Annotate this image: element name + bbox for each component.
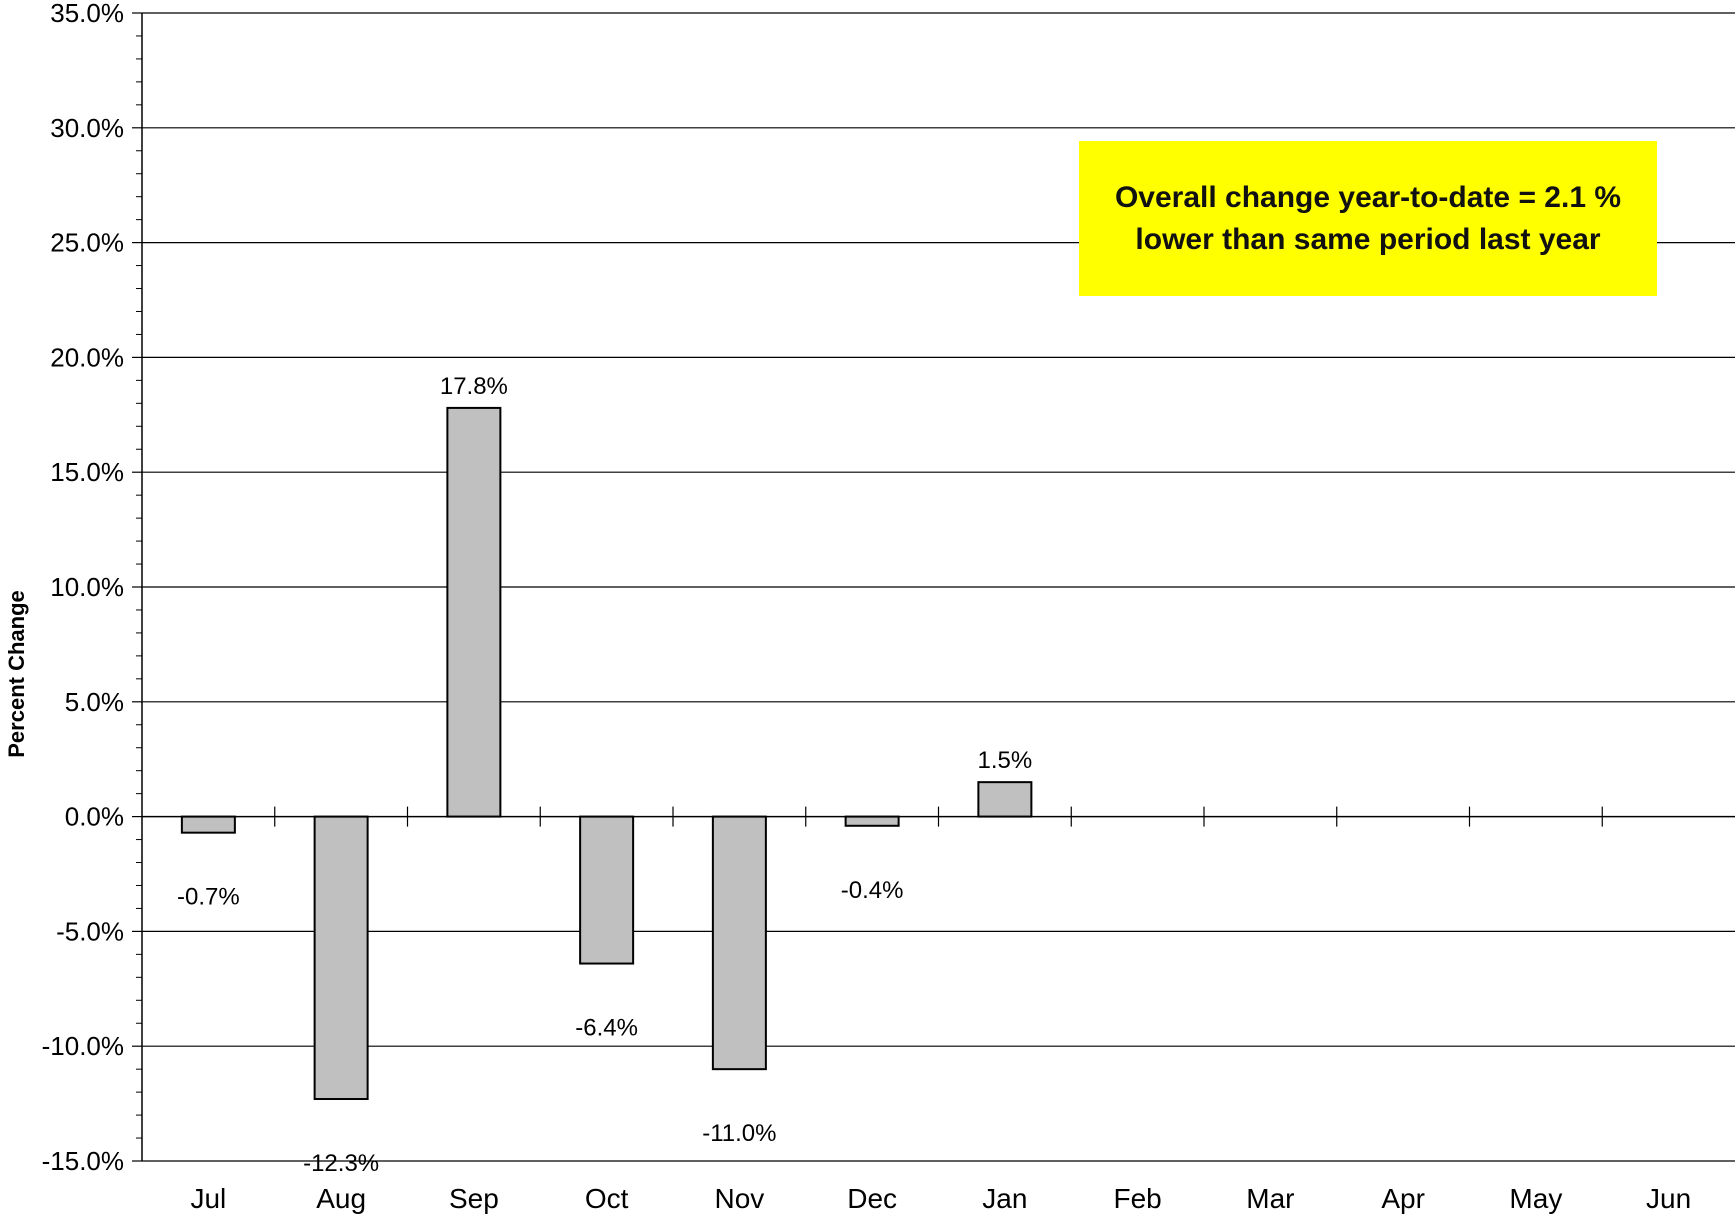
x-category-label: Dec (847, 1183, 897, 1214)
bar (711, 815, 767, 1071)
x-category-label: Mar (1246, 1183, 1294, 1214)
y-tick-label: -10.0% (42, 1031, 124, 1061)
bar (579, 815, 635, 965)
data-labels: -0.7% -12.3% 17.8% -6.4% -11.0% -0.4% 1.5% (177, 373, 1032, 1177)
bar (180, 815, 236, 834)
ytd-annotation-box: Overall change year-to-date = 2.1 % lowe… (1079, 141, 1657, 296)
y-tick-label: 0.0% (65, 802, 124, 832)
data-label: -6.4% (575, 1015, 638, 1042)
bars (180, 406, 1033, 1101)
y-tick-label: 20.0% (50, 342, 124, 372)
x-category-label: Feb (1114, 1183, 1162, 1214)
bar (977, 781, 1033, 818)
data-label: 17.8% (440, 373, 508, 400)
x-category-label: Oct (585, 1183, 629, 1214)
x-category-label: Nov (714, 1183, 764, 1214)
data-label: 1.5% (978, 747, 1033, 774)
annotation-line-2: lower than same period last year (1135, 222, 1601, 256)
y-tick-label: 30.0% (50, 113, 124, 143)
x-category-label: Jul (190, 1183, 226, 1214)
x-category-label: Jan (982, 1183, 1027, 1214)
x-category-labels: Jul Aug Sep Oct Nov Dec Jan Feb Mar Apr May Jun (190, 1183, 1691, 1214)
y-tick-labels: -15.0% -10.0% -5.0% 0.0% 5.0% 10.0% 15.0% 20.0%… (42, 0, 124, 1176)
x-category-label: May (1509, 1183, 1562, 1214)
y-tick-label: 10.0% (50, 572, 124, 602)
x-category-label: Jun (1646, 1183, 1691, 1214)
y-tick-label: 15.0% (50, 457, 124, 487)
y-tick-label: 5.0% (65, 687, 124, 717)
data-label: -12.3% (303, 1150, 379, 1177)
gridlines (142, 12, 1735, 1162)
x-category-label: Sep (449, 1183, 499, 1214)
y-tick-label: -15.0% (42, 1146, 124, 1176)
bar (446, 406, 502, 818)
y-axis-label: Percent Change (4, 590, 29, 758)
data-label: -11.0% (702, 1120, 776, 1147)
y-tick-label: -5.0% (56, 916, 124, 946)
data-label: -0.4% (841, 877, 904, 904)
axes (132, 12, 1735, 1162)
x-category-label: Aug (316, 1183, 366, 1214)
bar (844, 815, 900, 827)
y-tick-label: 25.0% (50, 228, 124, 258)
data-label: -0.7% (177, 884, 240, 911)
annotation-line-1: Overall change year-to-date = 2.1 % (1114, 180, 1622, 214)
bar (313, 815, 369, 1101)
x-category-label: Apr (1381, 1183, 1425, 1214)
y-tick-label: 35.0% (50, 0, 124, 28)
